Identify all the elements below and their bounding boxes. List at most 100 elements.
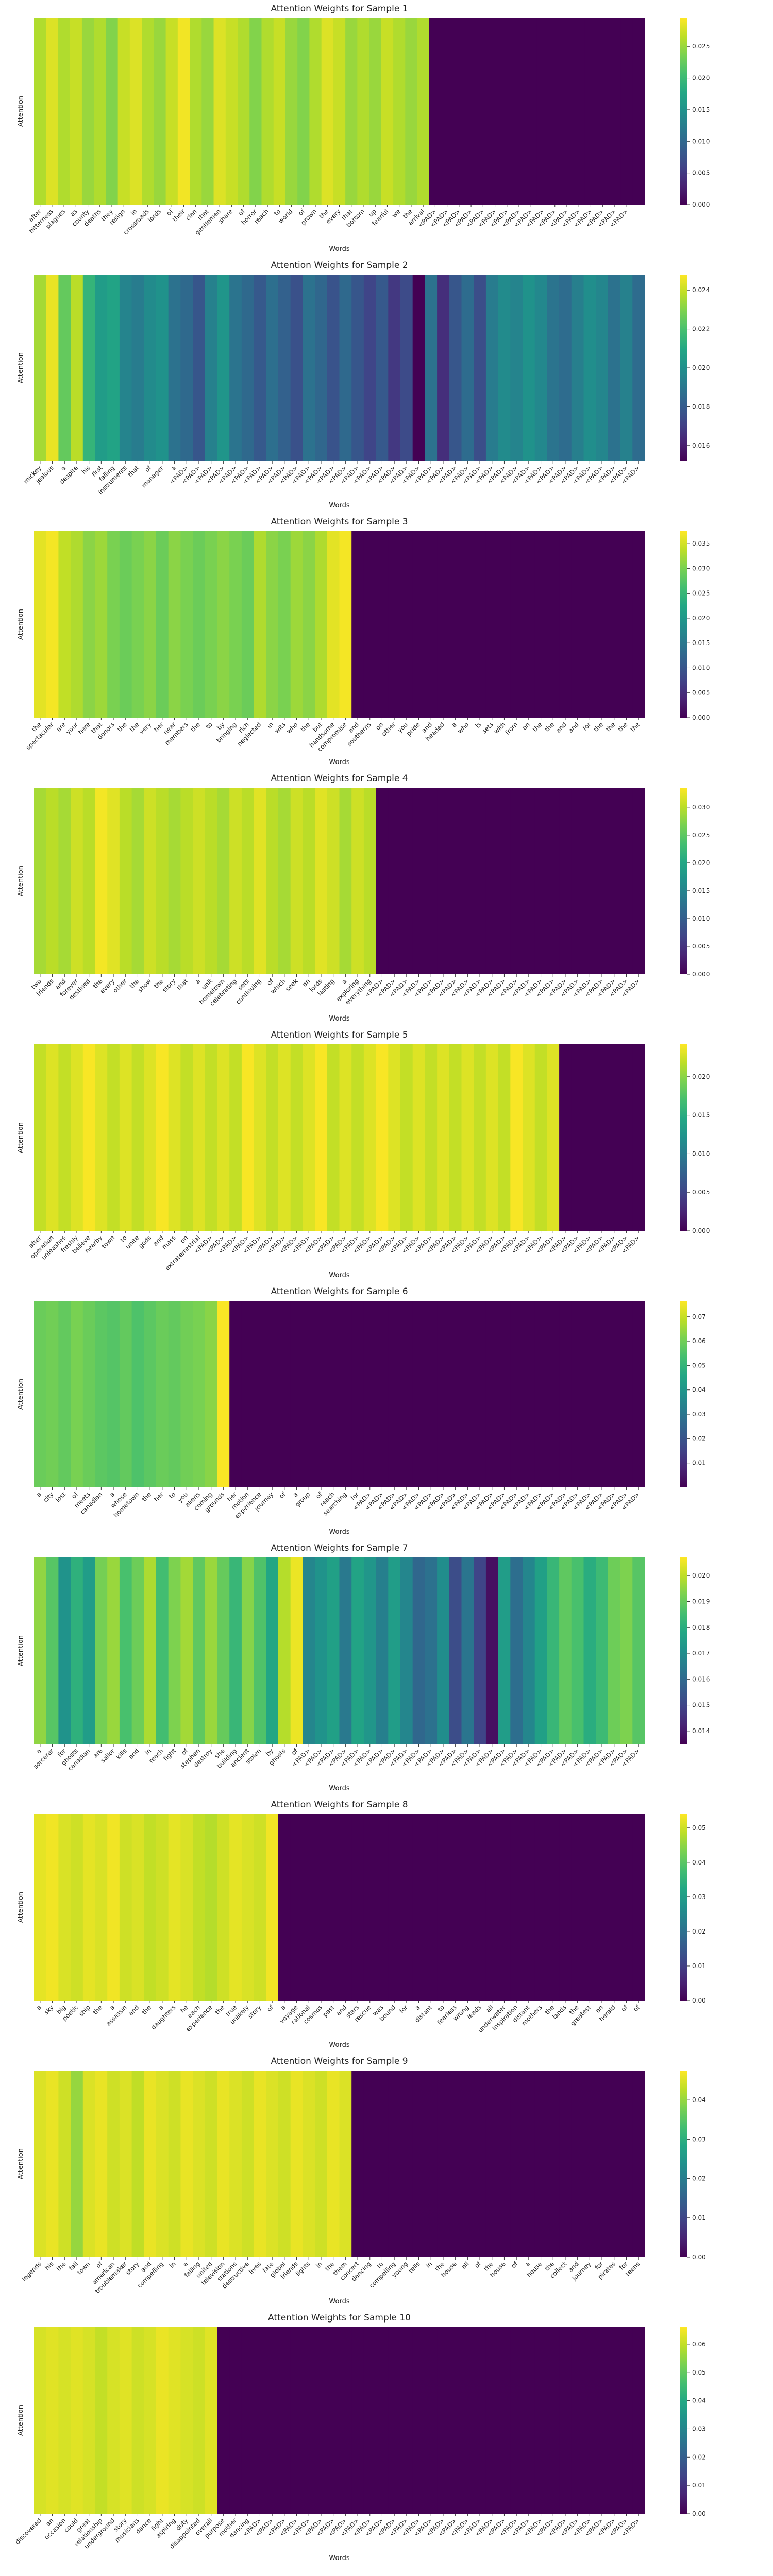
heatmap-cell <box>327 275 340 461</box>
heatmap-cell <box>225 18 238 205</box>
heatmap-cell <box>351 788 364 974</box>
heatmap-cell <box>461 531 474 718</box>
colorbar-tick-label: 0.03 <box>692 1893 706 1901</box>
heatmap-cell <box>357 18 370 205</box>
colorbar-tick-label: 0.014 <box>692 1727 710 1735</box>
colorbar-tick-label: 0.03 <box>692 2425 706 2432</box>
colorbar-tick-label: 0.005 <box>692 1189 710 1196</box>
heatmap-cell <box>523 1814 535 2001</box>
heatmap-cell <box>168 275 181 461</box>
heatmap-cell <box>241 2327 255 2514</box>
heatmap-cell <box>71 1301 83 1487</box>
heatmap-cell <box>131 275 144 461</box>
heatmap-cell <box>180 531 193 718</box>
heatmap-cell <box>596 1044 609 1231</box>
heatmap-cell <box>119 275 132 461</box>
x-axis-label: Words <box>329 2298 349 2306</box>
colorbar-tick-label: 0.06 <box>692 2341 706 2348</box>
heatmap-cell <box>315 275 328 461</box>
colorbar <box>680 18 687 205</box>
heatmap-cell <box>119 531 132 718</box>
heatmap-cell <box>583 2071 596 2257</box>
heatmap-cell <box>608 1044 621 1231</box>
heatmap-cell <box>205 1557 218 1744</box>
heatmap-cell <box>94 18 107 205</box>
heatmap-cell <box>254 788 266 974</box>
colorbar-tick-label: 0.018 <box>692 403 710 410</box>
heatmap-cell <box>388 2327 401 2514</box>
x-axis-label: Words <box>329 2041 349 2049</box>
heatmap-cell <box>333 18 346 205</box>
heatmap-cell <box>131 1301 144 1487</box>
heatmap-cell <box>82 531 96 718</box>
heatmap-cell <box>95 1814 108 2001</box>
heatmap-cell <box>608 1557 621 1744</box>
heatmap-cell <box>249 18 262 205</box>
heatmap-cell <box>489 18 501 205</box>
colorbar-tick-label: 0.000 <box>692 201 710 208</box>
y-axis-label: Attention <box>17 352 25 383</box>
heatmap-panel-5: Attention Weights for Sample 5Attentiona… <box>17 1030 710 1279</box>
heatmap-cell <box>46 18 59 205</box>
heatmap-cell <box>95 531 108 718</box>
heatmap-cell <box>144 275 157 461</box>
colorbar-tick-label: 0.020 <box>692 1073 710 1080</box>
heatmap-cell <box>217 275 230 461</box>
heatmap-cell <box>461 788 474 974</box>
heatmap-cell <box>425 1301 438 1487</box>
heatmap-cell <box>388 1044 401 1231</box>
x-tick-label: legends <box>21 2260 43 2282</box>
heatmap-cell <box>131 1814 144 2001</box>
x-tick-label: and <box>127 2004 141 2017</box>
heatmap-cell <box>425 2071 438 2257</box>
heatmap-cell <box>217 1557 230 1744</box>
heatmap-cell <box>437 1557 450 1744</box>
heatmap-cell <box>144 1814 157 2001</box>
heatmap-cell <box>315 2327 328 2514</box>
heatmap-cell <box>632 1044 645 1231</box>
heatmap-cell <box>229 2071 242 2257</box>
heatmap-cell <box>46 1557 59 1744</box>
heatmap-cell <box>144 2327 157 2514</box>
heatmap-cell <box>437 275 450 461</box>
x-tick-label: town <box>76 2260 92 2276</box>
heatmap-cell <box>534 531 547 718</box>
colorbar-tick-label: 0.025 <box>692 43 710 50</box>
x-tick-label: that <box>175 977 189 991</box>
heatmap-cell <box>412 1814 425 2001</box>
heatmap-cell <box>412 788 425 974</box>
heatmap-cell <box>315 1044 328 1231</box>
heatmap-cell <box>34 2327 47 2514</box>
colorbar-tick-label: 0.015 <box>692 887 710 894</box>
heatmap-cell <box>107 2327 120 2514</box>
heatmap-cell <box>339 788 352 974</box>
heatmap-cell <box>119 1044 132 1231</box>
heatmap-cell <box>34 788 47 974</box>
heatmap-cell <box>327 2071 340 2257</box>
heatmap-cell <box>193 1814 206 2001</box>
heatmap-cell <box>559 1557 572 1744</box>
x-tick-label: the <box>531 721 544 733</box>
colorbar-tick-label: 0.020 <box>692 1572 710 1579</box>
heatmap-cell <box>193 1301 206 1487</box>
heatmap-cell <box>620 2327 633 2514</box>
heatmap-cell <box>376 275 389 461</box>
heatmap-cell <box>498 2071 511 2257</box>
x-axis-label: Words <box>329 2554 349 2562</box>
heatmap-cell <box>632 275 645 461</box>
y-axis-label: Attention <box>17 866 25 896</box>
x-tick-label: the <box>299 721 312 733</box>
x-tick-label: story <box>124 2260 140 2276</box>
colorbar-tick-label: 0.02 <box>692 2453 706 2461</box>
heatmap-cell <box>449 1557 462 1744</box>
colorbar-tick-label: 0.010 <box>692 1150 710 1157</box>
heatmap-cell <box>106 18 119 205</box>
colorbar-tick-label: 0.01 <box>692 2482 706 2489</box>
x-tick-label: of <box>632 2004 642 2013</box>
x-tick-label: a <box>35 2004 43 2011</box>
heatmap-cell <box>632 1557 645 1744</box>
heatmap-cell <box>193 1557 206 1744</box>
colorbar-tick-label: 0.030 <box>692 804 710 811</box>
heatmap-cell <box>351 2071 364 2257</box>
heatmap-cell <box>34 1044 47 1231</box>
